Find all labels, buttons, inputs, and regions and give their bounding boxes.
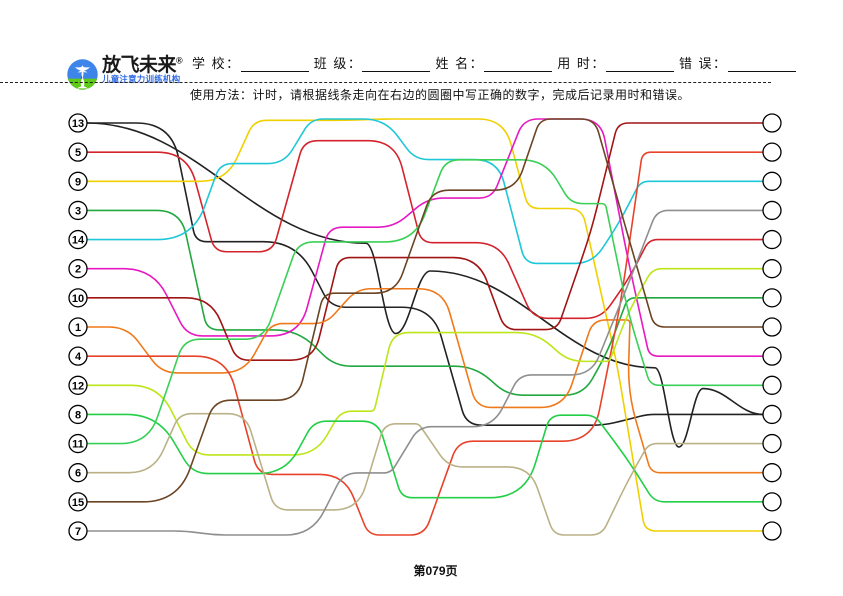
svg-text:9: 9 bbox=[75, 176, 81, 188]
svg-text:12: 12 bbox=[72, 380, 84, 392]
svg-text:3: 3 bbox=[75, 205, 81, 217]
svg-text:8: 8 bbox=[75, 409, 81, 421]
svg-text:15: 15 bbox=[72, 497, 84, 509]
svg-text:6: 6 bbox=[75, 468, 81, 480]
svg-text:10: 10 bbox=[72, 293, 84, 305]
svg-text:13: 13 bbox=[72, 118, 84, 130]
svg-text:11: 11 bbox=[72, 439, 84, 451]
svg-text:4: 4 bbox=[75, 351, 82, 363]
svg-text:1: 1 bbox=[75, 322, 81, 334]
svg-text:14: 14 bbox=[72, 235, 85, 247]
svg-text:7: 7 bbox=[75, 526, 81, 538]
svg-text:2: 2 bbox=[75, 264, 81, 276]
svg-text:5: 5 bbox=[75, 147, 81, 159]
